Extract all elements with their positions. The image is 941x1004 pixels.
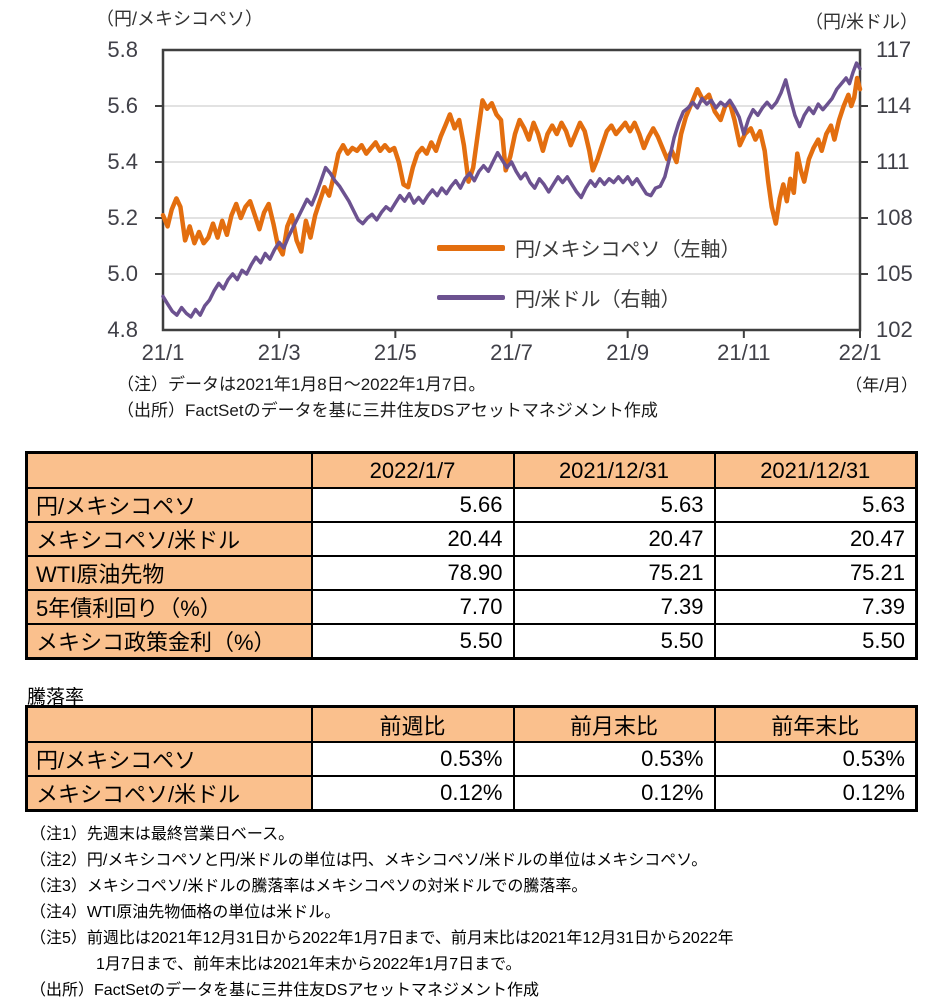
- left-axis-tick-label: 5.4: [107, 149, 138, 174]
- exchange-rate-chart: （円/メキシコペソ） （円/米ドル） 5.8 5.6 5.4 5.2 5.0 4.8 117…: [0, 0, 941, 445]
- levels-table-value-cell: 7.70: [310, 589, 515, 625]
- levels-table-value-cell: 5.50: [310, 623, 515, 660]
- change-rate-table-header-cell: [25, 705, 313, 743]
- change-rate-table-value-cell: 0.53%: [512, 741, 716, 777]
- right-axis-title: （円/米ドル）: [804, 12, 918, 32]
- levels-table-row-label: メキシコ政策金利（%）: [25, 623, 313, 660]
- levels-table-row: 5年債利回り（%） 7.70 7.39 7.39: [25, 589, 918, 625]
- footnote-line: （注3）メキシコペソ/米ドルの騰落率はメキシコペソの対米ドルでの騰落率。: [30, 878, 588, 895]
- change-rate-table-row-label: メキシコペソ/米ドル: [25, 775, 313, 812]
- levels-table-header-cell: [25, 451, 313, 489]
- left-axis-tick-label: 5.0: [107, 261, 138, 286]
- levels-table-header-cell: 2022/1/7: [310, 451, 515, 489]
- legend-item-jpy-usd: 円/米ドル（右軸）: [437, 283, 681, 312]
- change-rate-table-value-cell: 0.53%: [713, 741, 918, 777]
- levels-table-row-label: WTI原油先物: [25, 555, 313, 591]
- levels-table-value-cell: 5.66: [310, 487, 515, 523]
- levels-table-row-label: メキシコペソ/米ドル: [25, 521, 313, 557]
- levels-table-value-cell: 20.44: [310, 521, 515, 557]
- change-table-title: 騰落率: [27, 687, 85, 708]
- footnote-line: （注4）WTI原油先物価格の単位は米ドル。: [30, 904, 341, 921]
- x-axis-tick-label: 21/11: [717, 340, 771, 365]
- footnotes: （注1）先週末は最終営業日ベース。 （注2）円/メキシコペソと円/米ドルの単位は円…: [30, 822, 930, 1004]
- change-rate-table-header-cell: 前年末比: [713, 705, 918, 743]
- levels-table-header-row: 2022/1/7 2021/12/31 2021/12/31: [25, 451, 918, 489]
- levels-table-value-cell: 78.90: [310, 555, 515, 591]
- levels-table-value-cell: 5.63: [512, 487, 716, 523]
- levels-table-header-cell: 2021/12/31: [512, 451, 716, 489]
- x-axis-tick-label: 22/1: [838, 340, 882, 365]
- levels-table-row: メキシコペソ/米ドル 20.44 20.47 20.47: [25, 521, 918, 557]
- jpy-usd-line: [161, 61, 862, 319]
- footnote-line: 1月7日まで、前年末比は2021年末から2022年1月7日まで。: [96, 956, 522, 973]
- levels-table-value-cell: 75.21: [713, 555, 918, 591]
- x-axis-tick-label: 21/3: [257, 340, 301, 365]
- levels-table-row-label: 円/メキシコペソ: [25, 487, 313, 523]
- footnote-line: （注5）前週比は2021年12月31日から2022年1月7日まで、前月末比は20…: [30, 930, 734, 947]
- change-rate-table-header-row: 前週比 前月末比 前年末比: [25, 705, 918, 743]
- change-rate-table-value-cell: 0.12%: [512, 775, 716, 812]
- change-rate-table-value-cell: 0.53%: [310, 741, 515, 777]
- x-axis-tick-label: 21/5: [373, 340, 417, 365]
- levels-table-row: メキシコ政策金利（%） 5.50 5.50 5.50: [25, 623, 918, 660]
- levels-table-value-cell: 7.39: [713, 589, 918, 625]
- right-axis-tick-label: 117: [876, 37, 912, 62]
- change-rate-table: 前週比 前月末比 前年末比 円/メキシコペソ 0.53% 0.53% 0.53% メキシコペソ…: [25, 705, 918, 812]
- jpy-usd-legend-swatch: [437, 295, 505, 300]
- right-axis-tick-label: 108: [876, 205, 913, 230]
- levels-table-value-cell: 5.50: [713, 623, 918, 660]
- left-axis-title: （円/メキシコペソ）: [96, 9, 264, 29]
- left-axis-tick-label: 5.8: [107, 37, 138, 62]
- levels-table-value-cell: 20.47: [512, 521, 716, 557]
- levels-table-value-cell: 5.50: [512, 623, 716, 660]
- change-rate-table-header-cell: 前週比: [310, 705, 515, 743]
- legend-item-jpy-mxn: 円/メキシコペソ（左軸）: [437, 233, 741, 262]
- left-axis-tick-label: 5.2: [107, 205, 138, 230]
- jpy-mxn-legend-label: 円/メキシコペソ（左軸）: [515, 239, 741, 261]
- x-axis-tick-label: 21/1: [141, 340, 185, 365]
- levels-table: 2022/1/7 2021/12/31 2021/12/31 円/メキシコペソ 5.66…: [25, 451, 918, 660]
- chart-plot-svg: [155, 48, 868, 338]
- left-axis-tick-label: 5.6: [107, 93, 138, 118]
- chart-note: （注）データは2021年1月8日～2022年1月7日。: [117, 375, 486, 394]
- change-rate-table-row-label: 円/メキシコペソ: [25, 741, 313, 777]
- right-axis-tick-label: 111: [876, 149, 910, 174]
- change-rate-table-value-cell: 0.12%: [713, 775, 918, 812]
- levels-table-value-cell: 20.47: [713, 521, 918, 557]
- levels-table-row-label: 5年債利回り（%）: [25, 589, 313, 625]
- right-axis-tick-label: 105: [876, 261, 913, 286]
- right-axis-tick-label: 114: [876, 93, 912, 118]
- footnote-line: （注2）円/メキシコペソと円/米ドルの単位は円、メキシコペソ/米ドルの単位はメキ…: [30, 852, 708, 869]
- change-rate-table-value-cell: 0.12%: [310, 775, 515, 812]
- left-axis-tick-label: 4.8: [107, 317, 138, 342]
- footnote-line: （注1）先週末は最終営業日ベース。: [30, 826, 295, 843]
- x-axis-tick-label: 21/9: [606, 340, 650, 365]
- levels-table: 2022/1/7 2021/12/31 2021/12/31 円/メキシコペソ 5.66…: [25, 451, 918, 660]
- change-rate-table-row: メキシコペソ/米ドル 0.12% 0.12% 0.12%: [25, 775, 918, 812]
- right-axis-tick-label: 102: [876, 317, 913, 342]
- chart-source: （出所）FactSetのデータを基に三井住友DSアセットマネジメント作成: [117, 401, 658, 420]
- x-axis-unit-label: （年/月）: [845, 376, 918, 395]
- levels-table-value-cell: 7.39: [512, 589, 716, 625]
- levels-table-header-cell: 2021/12/31: [713, 451, 918, 489]
- levels-table-row: 円/メキシコペソ 5.66 5.63 5.63: [25, 487, 918, 523]
- jpy-usd-legend-label: 円/米ドル（右軸）: [515, 289, 681, 311]
- change-rate-table-header-cell: 前月末比: [512, 705, 716, 743]
- footnote-line: （出所）FactSetのデータを基に三井住友DSアセットマネジメント作成: [30, 982, 540, 999]
- x-axis-tick-label: 21/7: [490, 340, 533, 365]
- levels-table-row: WTI原油先物 78.90 75.21 75.21: [25, 555, 918, 591]
- jpy-mxn-legend-swatch: [437, 244, 505, 251]
- levels-table-value-cell: 5.63: [713, 487, 918, 523]
- levels-table-value-cell: 75.21: [512, 555, 716, 591]
- change-rate-table-row: 円/メキシコペソ 0.53% 0.53% 0.53%: [25, 741, 918, 777]
- jpy-mxn-line: [160, 75, 863, 257]
- change-rate-table: 前週比 前月末比 前年末比 円/メキシコペソ 0.53% 0.53% 0.53% メキシコペソ…: [25, 705, 918, 812]
